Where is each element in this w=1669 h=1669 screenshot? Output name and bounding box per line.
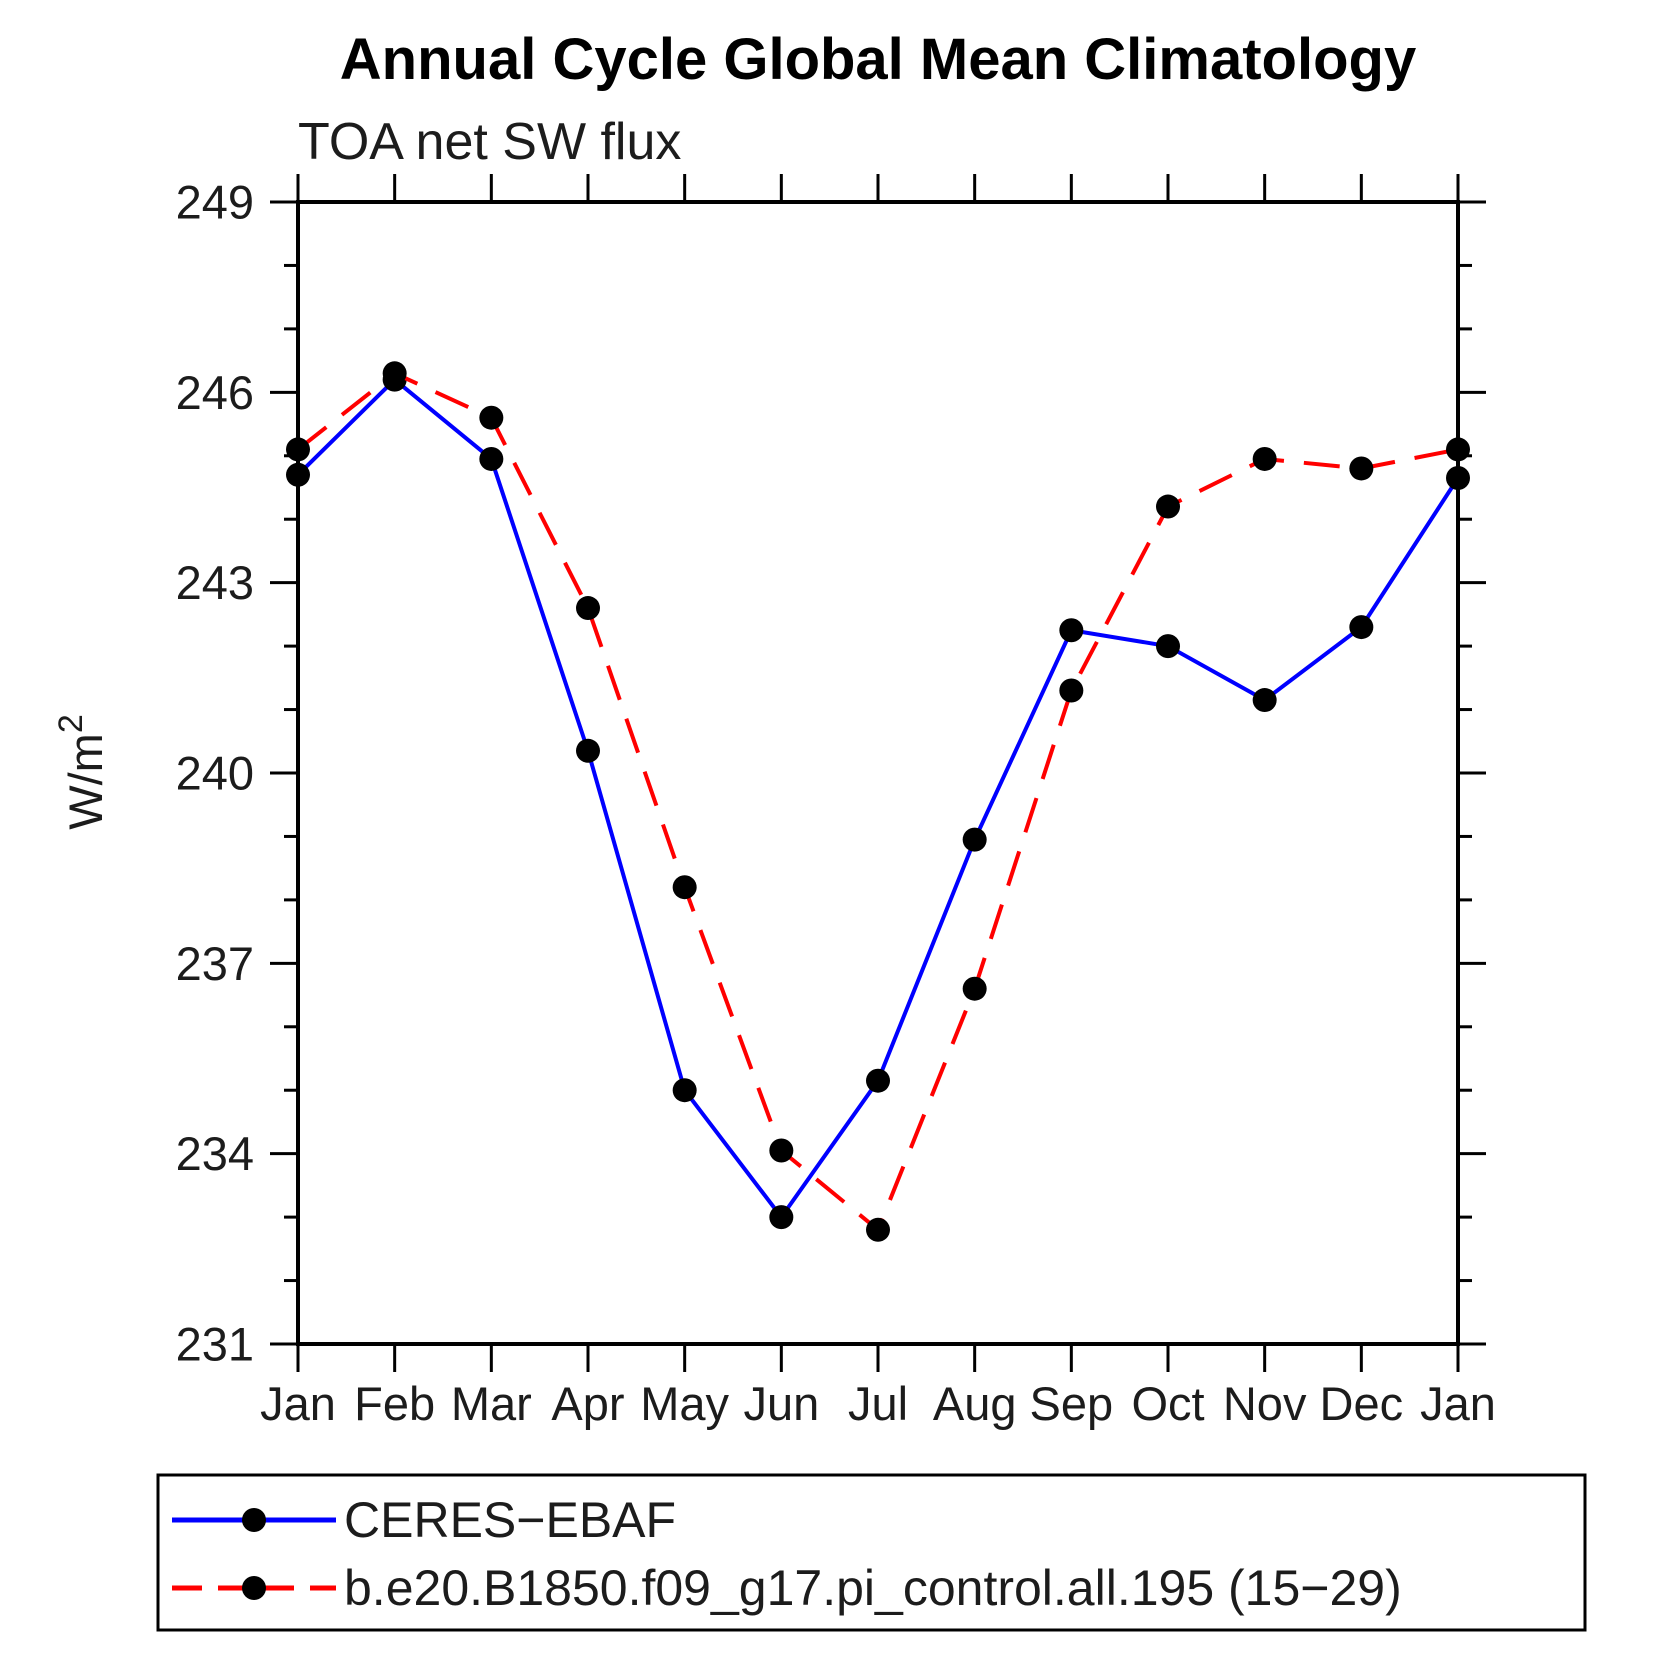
chart-subtitle: TOA net SW flux xyxy=(298,113,682,171)
data-point-marker xyxy=(672,875,697,900)
data-point-marker xyxy=(866,1068,890,1093)
data-point-marker xyxy=(286,462,310,487)
x-tick-label: Mar xyxy=(451,1377,532,1430)
series-layer xyxy=(286,361,1470,1242)
x-tick-label: Jan xyxy=(1420,1377,1496,1430)
series-line-model xyxy=(296,370,1459,1234)
data-point-marker xyxy=(1059,618,1084,643)
data-point-marker xyxy=(1446,465,1470,490)
x-tick-label: Aug xyxy=(933,1377,1017,1430)
legend-marker-sample xyxy=(242,1508,266,1532)
chart-title: Annual Cycle Global Mean Climatology xyxy=(339,27,1417,92)
data-point-marker xyxy=(286,437,310,462)
x-tick-label: Dec xyxy=(1320,1377,1404,1430)
data-point-marker xyxy=(1252,446,1277,471)
data-point-marker xyxy=(1446,437,1470,462)
data-point-marker xyxy=(1252,688,1277,713)
data-point-marker xyxy=(1156,494,1180,519)
y-tick-label: 231 xyxy=(176,1318,254,1371)
plot-frame xyxy=(296,200,1460,1346)
y-tick-label: 240 xyxy=(176,747,254,800)
data-point-marker xyxy=(962,976,987,1001)
y-tick-label: 246 xyxy=(176,366,254,419)
legend-label: CERES−EBAF xyxy=(344,1492,676,1548)
x-tick-label: Jul xyxy=(848,1377,908,1430)
data-point-marker xyxy=(576,596,600,621)
data-point-marker xyxy=(1156,634,1180,659)
x-tick-label: Apr xyxy=(551,1377,624,1430)
x-tick-label: Jun xyxy=(743,1377,819,1430)
y-tick-label: 249 xyxy=(176,176,254,229)
x-tick-label: Oct xyxy=(1131,1377,1204,1430)
y-tick-label: 237 xyxy=(176,937,254,990)
x-tick-label: Jan xyxy=(260,1377,336,1430)
legend-marker-sample xyxy=(242,1576,266,1600)
x-tick-label: May xyxy=(640,1377,729,1430)
data-point-marker xyxy=(576,738,600,763)
y-tick-label: 243 xyxy=(176,556,254,609)
data-point-marker xyxy=(866,1217,890,1242)
legend-box xyxy=(156,1473,1587,1632)
x-tick-label: Nov xyxy=(1223,1377,1307,1430)
data-point-marker xyxy=(672,1078,697,1103)
x-tick-label: Feb xyxy=(354,1377,435,1430)
legend-label: b.e20.B1850.f09_g17.pi_control.all.195 (… xyxy=(344,1560,1402,1616)
data-point-marker xyxy=(769,1205,794,1230)
data-point-marker xyxy=(1349,615,1374,640)
data-point-marker xyxy=(1059,678,1084,703)
data-point-marker xyxy=(479,405,504,430)
x-tick-label: Sep xyxy=(1030,1377,1114,1430)
y-axis-label: W/m2 xyxy=(52,714,112,830)
data-point-marker xyxy=(382,361,407,386)
data-point-marker xyxy=(1349,456,1374,481)
legend-layer: CERES−EBAF b.e20.B1850.f09_g17.pi_control… xyxy=(156,1473,1587,1632)
data-point-marker xyxy=(769,1138,794,1163)
y-tick-label: 234 xyxy=(176,1127,254,1180)
data-point-marker xyxy=(962,827,987,852)
data-point-marker xyxy=(479,446,504,471)
